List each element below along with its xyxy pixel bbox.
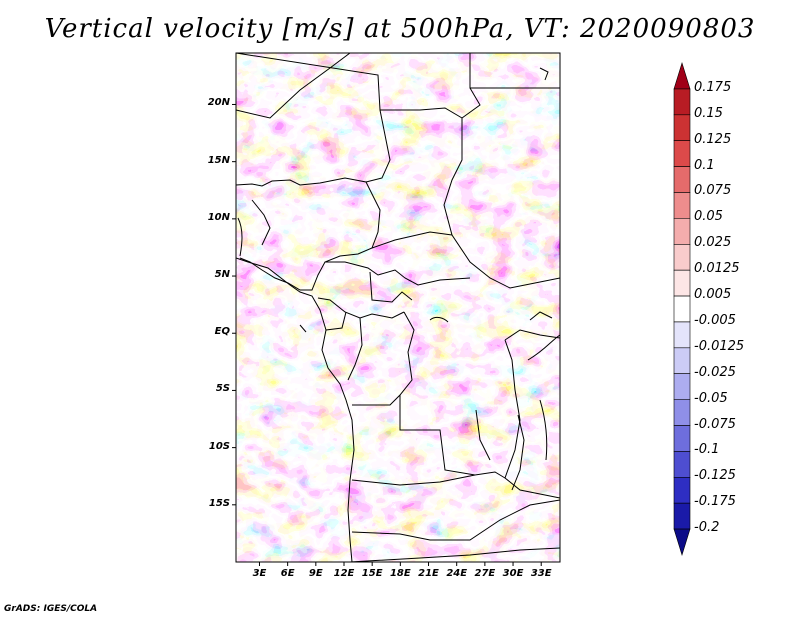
colorbar-label: 0.005	[694, 287, 732, 303]
colorbar-bin	[673, 528, 691, 557]
colorbar-label: -0.025	[694, 364, 736, 380]
lat-label: 5N	[214, 269, 230, 281]
colorbar-bin	[673, 218, 691, 245]
colorbar-bin	[673, 269, 691, 297]
lon-label: 18E	[389, 568, 411, 579]
colorbar-label: -0.1	[694, 442, 720, 458]
colorbar-label: 0.175	[694, 79, 732, 95]
colorbar-label: 0.125	[694, 131, 732, 147]
colorbar-bin	[673, 373, 691, 400]
grads-credit: GrADS: IGES/COLA	[4, 604, 98, 614]
colorbar-label: -0.175	[694, 494, 736, 510]
colorbar-bin	[673, 399, 691, 426]
lon-label: 6E	[280, 568, 295, 579]
lat-label: 15N	[207, 154, 230, 166]
lat-label: 10S	[208, 440, 230, 452]
colorbar-label: 0.05	[694, 209, 723, 225]
lon-label: 33E	[530, 568, 552, 579]
colorbar-label: 0.1	[694, 157, 715, 173]
colorbar-bin	[673, 192, 691, 219]
map-frame	[235, 52, 561, 563]
colorbar-label: -0.125	[694, 468, 736, 484]
colorbar-bin	[673, 347, 691, 375]
colorbar-label: 0.075	[694, 183, 732, 199]
colorbar-label: -0.0125	[694, 338, 745, 354]
lat-label: 5S	[215, 383, 230, 395]
colorbar-bin	[673, 114, 691, 141]
lat-label: 15S	[208, 497, 230, 509]
colorbar-bin	[673, 425, 691, 452]
colorbar-label: -0.005	[694, 312, 736, 328]
lon-label: 9E	[308, 568, 323, 579]
vertical-velocity-field	[236, 53, 560, 562]
lat-label: 10N	[207, 211, 230, 223]
colorbar-bin	[673, 166, 691, 193]
colorbar-bin	[673, 61, 691, 90]
lon-label: 3E	[252, 568, 267, 579]
lon-label: 15E	[361, 568, 383, 579]
colorbar-bin	[673, 451, 691, 478]
colorbar-label: -0.075	[694, 416, 736, 432]
colorbar-bin	[673, 295, 691, 323]
colorbar-bin	[673, 502, 691, 530]
colorbar-bin	[673, 88, 691, 116]
lon-label: 30E	[502, 568, 524, 579]
colorbar-label: 0.15	[694, 105, 723, 121]
country-borders	[236, 53, 560, 562]
colorbar-label: 0.0125	[694, 261, 740, 277]
colorbar-label: -0.2	[694, 520, 720, 536]
lat-label: EQ	[214, 326, 230, 338]
colorbar-label: 0.025	[694, 235, 732, 251]
colorbar-label: -0.05	[694, 390, 728, 406]
lon-label: 12E	[333, 568, 355, 579]
colorbar	[673, 61, 691, 557]
colorbar-bin	[673, 243, 691, 271]
map-title: Vertical velocity [m/s] at 500hPa, VT: 2…	[44, 14, 756, 44]
lon-label: 24E	[446, 568, 468, 579]
lon-label: 27E	[474, 568, 496, 579]
lon-label: 21E	[418, 568, 439, 579]
colorbar-bin	[673, 321, 691, 349]
colorbar-bin	[673, 140, 691, 167]
lat-label: 20N	[207, 97, 230, 109]
colorbar-bin	[673, 477, 691, 504]
